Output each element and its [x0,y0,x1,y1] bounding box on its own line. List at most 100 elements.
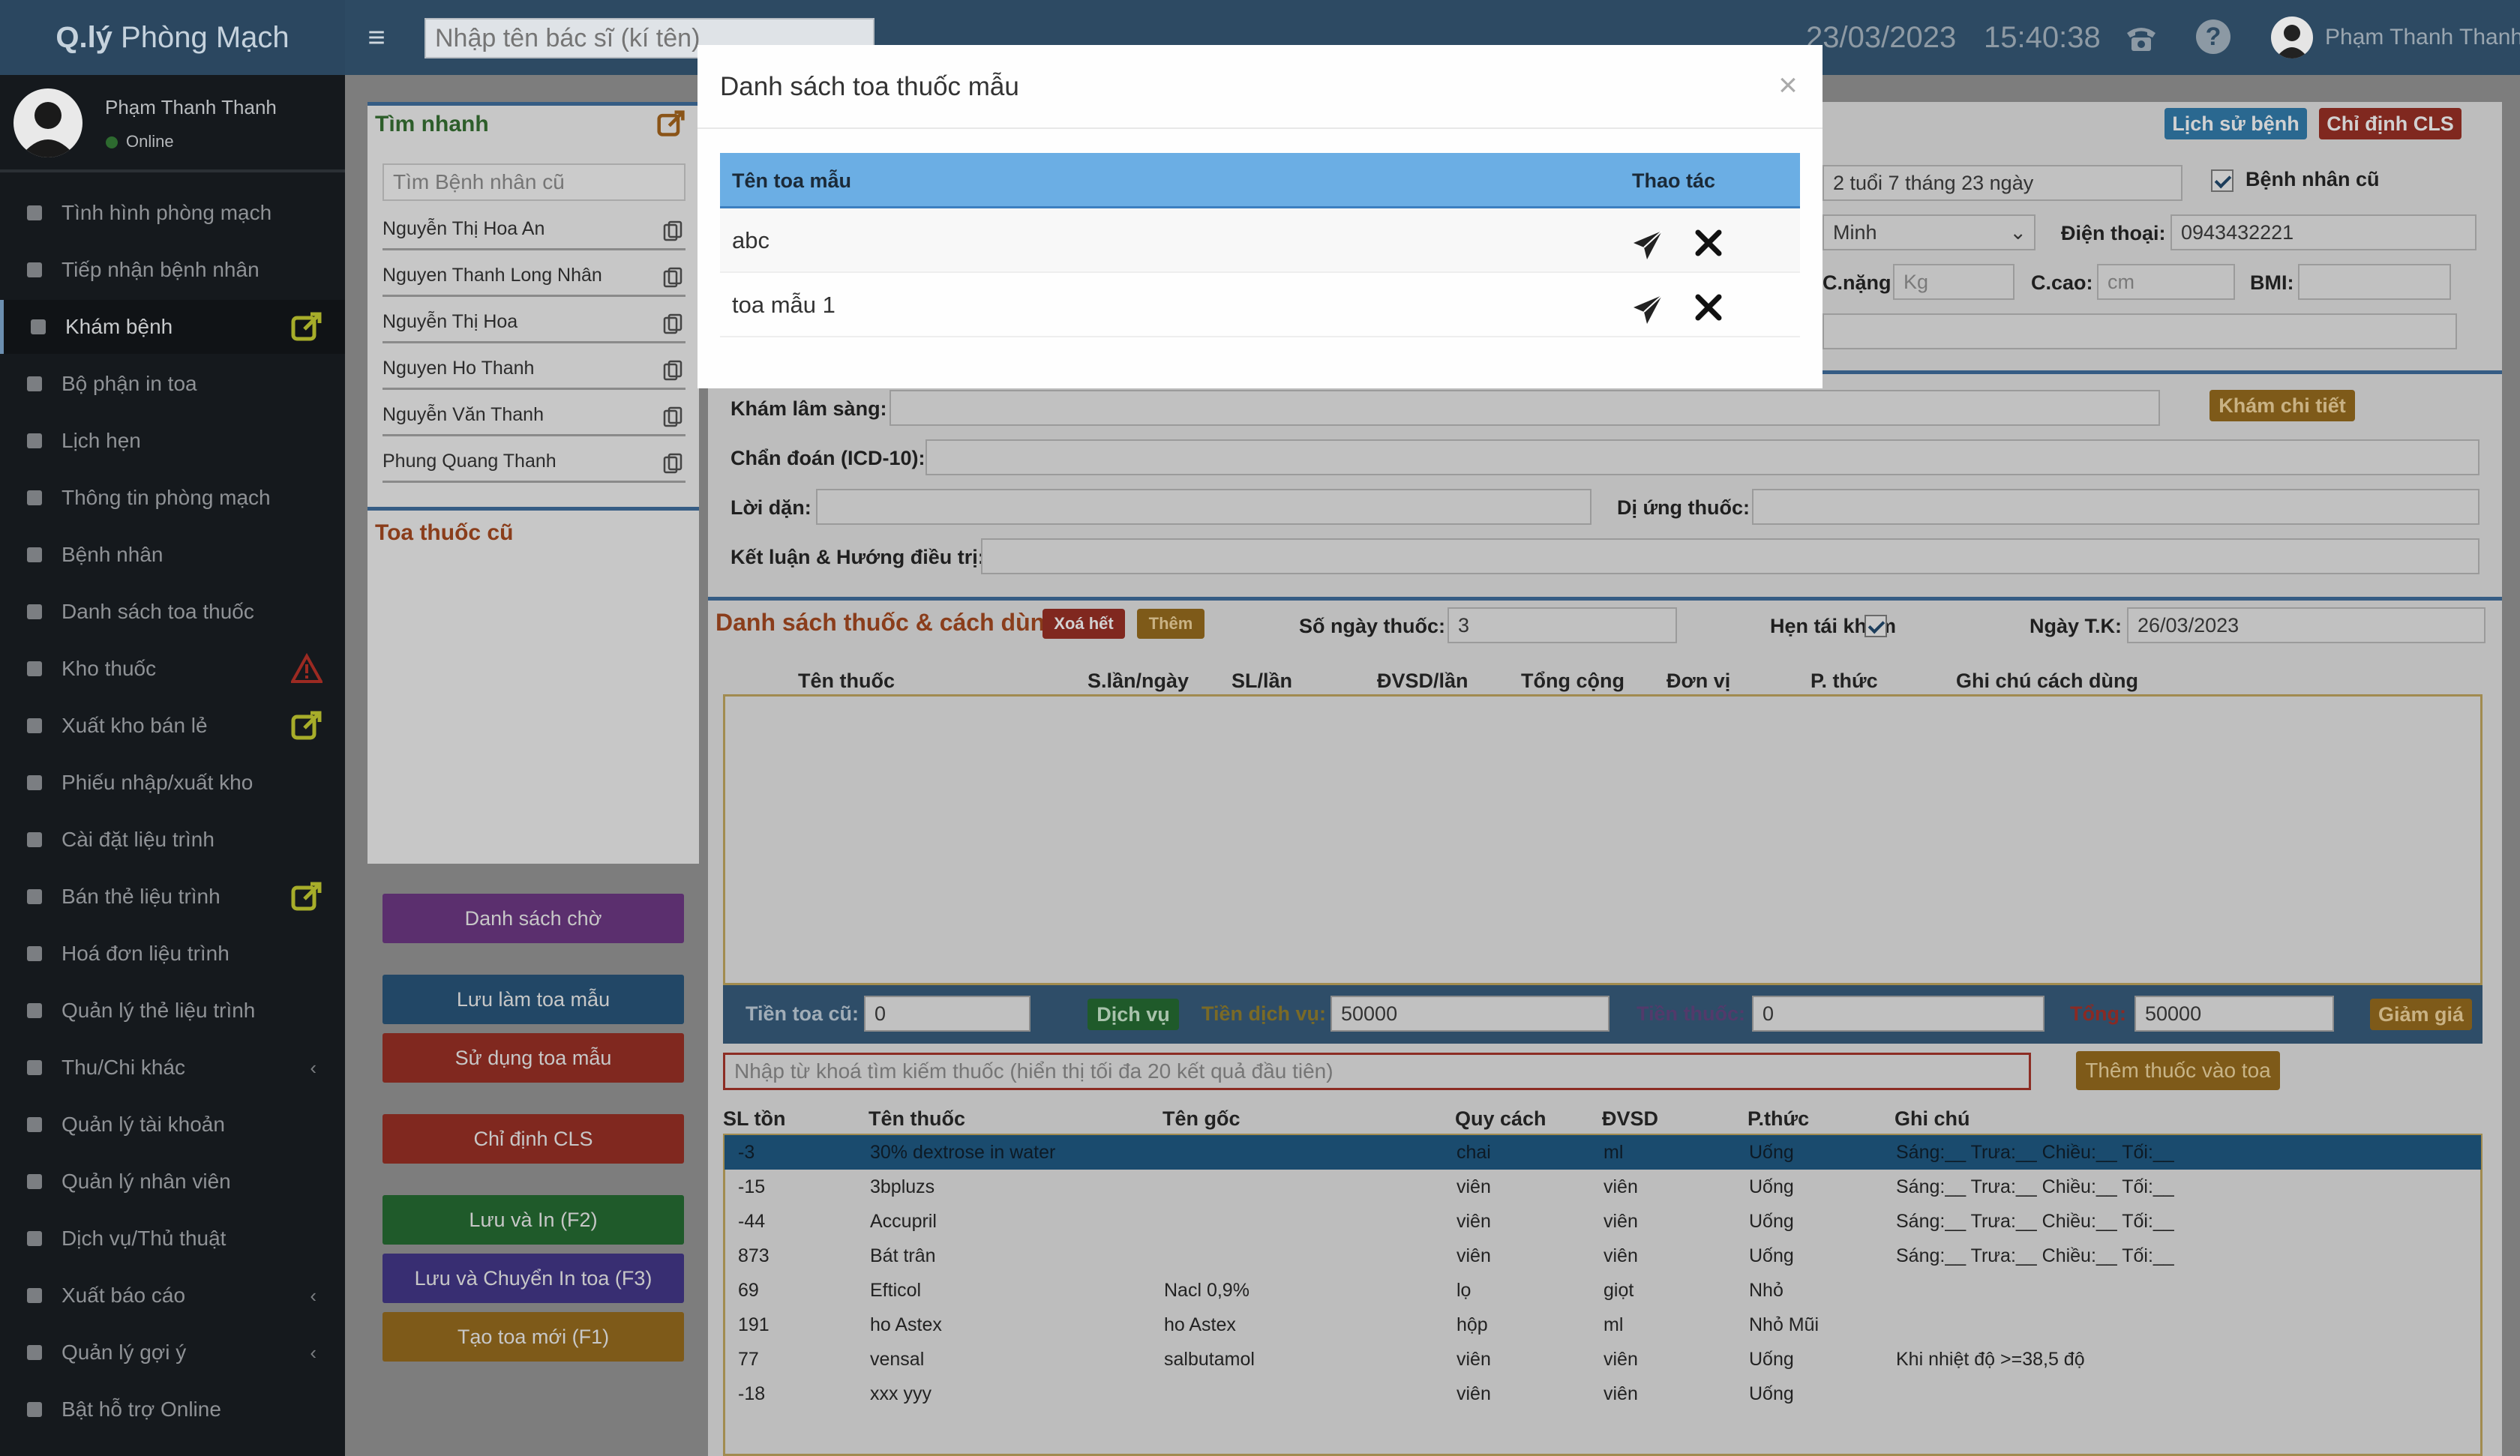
medical-history-button[interactable]: Lịch sử bệnh [2164,108,2307,139]
sidebar-item-retail-export[interactable]: Xuất kho bán lẻ [0,699,345,753]
age-field[interactable]: 2 tuổi 7 tháng 23 ngày [1822,165,2182,201]
new-prescription-button[interactable]: Tạo toa mới (F1) [382,1312,684,1362]
copy-icon[interactable] [663,267,682,288]
sidebar-item-sell-course-card[interactable]: Bán thẻ liệu trình [0,870,345,924]
table-row[interactable]: 77 vensal salbutamol viên viên Uống Khi nhiệt … [724,1342,2481,1377]
height-field[interactable]: cm [2097,264,2235,300]
advice-field[interactable] [816,489,1592,525]
bmi-field[interactable] [2298,264,2451,300]
quick-patient-item[interactable]: Nguyễn Thị Hoa An [382,210,686,250]
table-row[interactable]: 191 ho Astex ho Astex hộp ml Nhỏ Mũi [724,1308,2481,1342]
waiting-list-button[interactable]: Danh sách chờ [382,894,684,943]
sidebar-item-online-support[interactable]: Bật hỗ trợ Online [0,1383,345,1437]
weight-field[interactable]: Kg [1893,264,2014,300]
user-avatar[interactable] [2271,16,2313,58]
sidebar-item-reports[interactable]: Xuất báo cáo ‹ [0,1269,345,1323]
sidebar-item-stock-voucher[interactable]: Phiếu nhập/xuất kho [0,756,345,810]
cell-note: Khi nhiệt độ >=38,5 độ [1896,1349,2085,1370]
sidebar-item-course-invoices[interactable]: Hoá đơn liệu trình [0,927,345,981]
sidebar-item-dashboard[interactable]: Tình hình phòng mạch [0,186,345,240]
save-transfer-print-button[interactable]: Lưu và Chuyển In toa (F3) [382,1254,684,1303]
drug-amount-field[interactable]: 0 [1752,996,2044,1032]
diagnosis-field[interactable] [926,439,2480,475]
sidebar-item-appointments[interactable]: Lịch hẹn [0,414,345,468]
discount-button[interactable]: Giảm giá [2370,999,2472,1030]
add-drug-to-rx-button[interactable]: Thêm thuốc vào toa [2076,1051,2280,1090]
sidebar-item-accounts[interactable]: Quản lý tài khoản [0,1098,345,1152]
copy-icon[interactable] [663,360,682,381]
drug-search-input[interactable] [723,1053,2031,1090]
old-patient-checkbox[interactable] [2211,169,2234,192]
send-icon[interactable] [1632,294,1664,325]
template-row[interactable]: abc [720,208,1800,273]
table-row[interactable]: -18 xxx yyy viên viên Uống [724,1377,2481,1411]
external-link-icon[interactable] [291,311,322,343]
quick-patient-item[interactable]: Nguyen Ho Thanh [382,349,686,390]
external-link-icon[interactable] [291,710,322,741]
service-amount-field[interactable]: 50000 [1330,996,1610,1032]
phone-icon[interactable] [2122,19,2160,57]
quick-patient-item[interactable]: Phung Quang Thanh [382,442,686,483]
clinical-exam-field[interactable] [890,390,2160,426]
close-icon[interactable]: × [1778,67,1798,103]
table-row[interactable]: -3 30% dextrose in water chai ml Uống Sáng:__… [724,1135,2481,1170]
template-row[interactable]: toa mẫu 1 [720,273,1800,337]
quick-patient-item[interactable]: Nguyễn Thị Hoa [382,303,686,343]
days-field[interactable]: 3 [1448,607,1677,643]
medications-list[interactable] [723,694,2482,985]
address-field[interactable] [1822,313,2457,349]
delete-icon[interactable] [1695,229,1722,256]
total-field[interactable]: 50000 [2134,996,2334,1032]
quick-patient-item[interactable]: Nguyễn Văn Thanh [382,396,686,436]
detail-exam-button[interactable]: Khám chi tiết [2210,390,2355,421]
sidebar-item-drug-stock[interactable]: Kho thuốc [0,642,345,696]
external-link-icon[interactable] [657,109,686,138]
app-logo[interactable]: Q.lý Phòng Mạch [0,0,345,75]
table-row[interactable]: -44 Accupril viên viên Uống Sáng:__ Trưa:__ C… [724,1204,2481,1239]
old-patient-search-input[interactable] [382,163,686,201]
sidebar-item-prescriptions[interactable]: Danh sách toa thuốc [0,585,345,639]
revisit-date-field[interactable]: 26/03/2023 [2127,607,2486,643]
hamburger-menu-icon[interactable]: ≡ [368,21,386,54]
copy-icon[interactable] [663,313,682,334]
old-rx-amount-field[interactable]: 0 [864,996,1030,1032]
sidebar-item-course-settings[interactable]: Cài đặt liệu trình [0,813,345,867]
sidebar-item-suggestions[interactable]: Quản lý gợi ý ‹ [0,1326,345,1380]
sidebar-item-print-dept[interactable]: Bộ phận in toa [0,357,345,411]
revisit-checkbox[interactable] [1864,615,1887,637]
copy-icon[interactable] [663,406,682,427]
copy-icon[interactable] [663,453,682,474]
help-icon[interactable]: ? [2196,19,2230,54]
external-link-icon[interactable] [291,881,322,912]
sidebar-item-reception[interactable]: Tiếp nhận bệnh nhân [0,243,345,297]
quick-patient-item[interactable]: Nguyen Thanh Long Nhân [382,256,686,297]
copy-icon[interactable] [663,220,682,241]
order-cls-header-button[interactable]: Chỉ định CLS [2319,108,2462,139]
sidebar-item-clinic-info[interactable]: Thông tin phòng mạch [0,471,345,525]
add-med-button[interactable]: Thêm [1137,609,1204,639]
table-row[interactable]: -15 3bpluzs viên viên Uống Sáng:__ Trưa:__ Ch… [724,1170,2481,1204]
sidebar-item-services[interactable]: Dịch vụ/Thủ thuật [0,1212,345,1266]
sidebar-item-staff[interactable]: Quản lý nhân viên [0,1155,345,1209]
phone-field[interactable]: 0943432221 [2170,214,2476,250]
save-template-button[interactable]: Lưu làm toa mẫu [382,975,684,1024]
conclusion-field[interactable] [981,538,2480,574]
order-cls-button[interactable]: Chỉ định CLS [382,1114,684,1164]
use-template-button[interactable]: Sử dụng toa mẫu [382,1033,684,1083]
sidebar-item-patients[interactable]: Bệnh nhân [0,528,345,582]
table-row[interactable]: 873 Bát trân viên viên Uống Sáng:__ Trưa:__ C… [724,1239,2481,1273]
delete-icon[interactable] [1695,294,1722,321]
clear-all-button[interactable]: Xoá hết [1042,609,1125,639]
save-print-button[interactable]: Lưu và In (F2) [382,1195,684,1245]
table-row[interactable]: 69 Efticol Nacl 0,9% lọ giọt Nhỏ [724,1273,2481,1308]
sidebar-item-other-income[interactable]: Thu/Chi khác ‹ [0,1041,345,1095]
sidebar-item-examination[interactable]: Khám bệnh [0,300,345,354]
top-user-name[interactable]: Phạm Thanh Thanh [2325,25,2520,49]
allergy-field[interactable] [1752,489,2480,525]
cell-method: Nhỏ [1749,1280,1784,1301]
arrows-icon [27,775,42,790]
district-select[interactable]: Minh ⌄ [1822,214,2036,250]
send-icon[interactable] [1632,229,1664,261]
service-button[interactable]: Dịch vụ [1088,999,1179,1030]
sidebar-item-course-cards[interactable]: Quản lý thẻ liệu trình [0,984,345,1038]
